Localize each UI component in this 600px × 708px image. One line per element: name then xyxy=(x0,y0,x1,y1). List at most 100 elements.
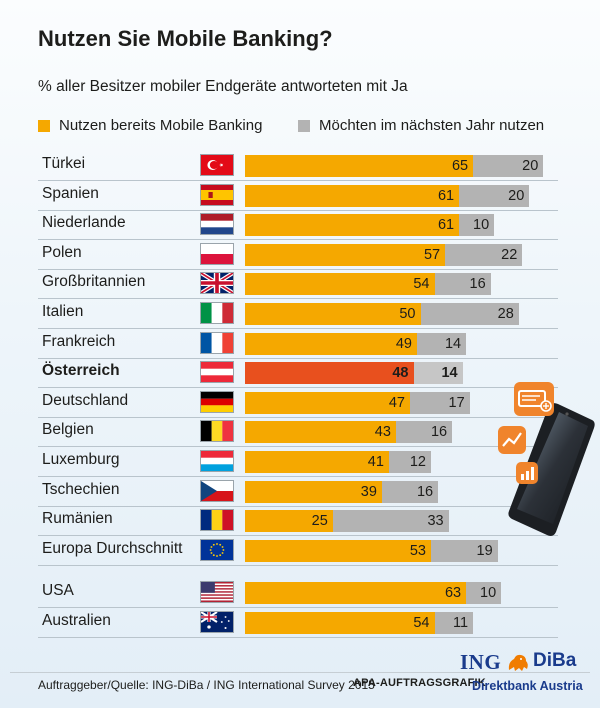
chart-row: Australien 54 11 xyxy=(38,608,558,638)
trend-chart-icon xyxy=(498,426,526,454)
country-label: Tschechien xyxy=(42,480,120,498)
row-divider xyxy=(38,476,558,477)
smartphone-icon xyxy=(508,403,595,536)
flag-netherlands-icon xyxy=(200,213,234,236)
bar-nutzen-bereits: 61 xyxy=(245,214,460,237)
row-divider xyxy=(38,535,558,537)
bar-nutzen-bereits: 63 xyxy=(245,582,467,605)
row-divider xyxy=(38,268,558,270)
country-label: Belgien xyxy=(42,421,94,439)
bar-moechten-naechstes-jahr: 12 xyxy=(388,451,431,473)
smartphone-illustration xyxy=(498,382,595,536)
bar-nutzen-bereits: 54 xyxy=(245,273,435,296)
legend-item-moechten: Möchten im nächsten Jahr nutzen xyxy=(298,117,544,134)
row-divider xyxy=(38,180,558,181)
chart-row: Großbritannien 54 16 xyxy=(38,269,558,300)
bar-nutzen-bereits: 39 xyxy=(245,480,382,503)
bar-nutzen-bereits: 53 xyxy=(245,539,431,562)
chart-row: Niederlande 61 10 xyxy=(38,210,558,241)
legend-label: Nutzen bereits Mobile Banking xyxy=(59,117,263,134)
chart-row: Frankreich 49 14 xyxy=(38,329,558,359)
row-divider xyxy=(38,298,558,300)
bar-moechten-naechstes-jahr: 10 xyxy=(459,214,495,237)
chart-row: Türkei 65 20 xyxy=(38,151,558,181)
row-divider xyxy=(38,637,558,638)
chart-row: Belgien 43 16 xyxy=(38,417,558,448)
flag-eu-icon xyxy=(200,538,234,561)
country-label: Rumänien xyxy=(42,510,113,528)
logo-subtitle: Direktbank Austria xyxy=(472,679,583,693)
bar-moechten-naechstes-jahr: 20 xyxy=(459,184,530,207)
flag-romania-icon xyxy=(200,509,234,532)
chart-row: Österreich 48 14 xyxy=(38,358,558,389)
flag-belgium-icon xyxy=(200,420,234,443)
chart-row: USA 63 10 xyxy=(38,578,558,609)
chart-row: Polen 57 22 xyxy=(38,240,558,270)
country-label: Niederlande xyxy=(42,214,126,232)
flag-austria-icon xyxy=(200,361,234,384)
row-divider xyxy=(38,505,558,507)
chart-row: Europa Durchschnitt 53 19 xyxy=(38,536,558,566)
flag-poland-icon xyxy=(200,242,234,265)
country-label: Europa Durchschnitt xyxy=(42,539,183,557)
bar-chart-icon xyxy=(516,462,538,484)
country-label: Australien xyxy=(42,612,111,629)
logo-diba: DiBa xyxy=(533,650,577,671)
row-divider xyxy=(38,446,558,448)
flag-luxembourg-icon xyxy=(200,450,234,472)
bar-moechten-naechstes-jahr: 16 xyxy=(381,480,439,503)
chart-row: Italien 50 28 xyxy=(38,299,558,329)
logo-ing: ING xyxy=(460,650,502,674)
flag-germany-icon xyxy=(200,390,234,413)
legend-swatch-gray xyxy=(298,119,310,132)
footer-credit: APA-AUFTRAGSGRAFIK xyxy=(353,677,486,689)
country-label: Großbritannien xyxy=(42,273,146,291)
chart-subtitle: % aller Besitzer mobiler Endgeräte antwo… xyxy=(38,78,408,95)
row-divider xyxy=(38,357,558,359)
row-divider xyxy=(38,564,558,566)
bar-moechten-naechstes-jahr: 10 xyxy=(466,582,502,605)
wallet-card-icon xyxy=(514,382,554,416)
bar-nutzen-bereits: 54 xyxy=(245,612,435,634)
flag-australia-icon xyxy=(200,611,234,633)
footer-divider xyxy=(10,672,590,673)
lion-logo-icon xyxy=(508,654,528,671)
bar-nutzen-bereits: 57 xyxy=(245,243,446,266)
bar-moechten-naechstes-jahr: 17 xyxy=(410,391,470,414)
bar-nutzen-bereits: 50 xyxy=(245,303,421,325)
legend: Nutzen bereits Mobile Banking Möchten im… xyxy=(38,117,580,137)
bar-nutzen-bereits: 25 xyxy=(245,510,333,533)
bar-moechten-naechstes-jahr: 22 xyxy=(445,243,523,266)
flag-italy-icon xyxy=(200,302,234,324)
flag-usa-icon xyxy=(200,581,234,604)
legend-item-nutzen: Nutzen bereits Mobile Banking xyxy=(38,117,262,134)
flag-turkey-icon xyxy=(200,154,234,176)
bar-moechten-naechstes-jahr: 11 xyxy=(434,612,474,634)
country-label: Deutschland xyxy=(42,391,129,409)
chart-title: Nutzen Sie Mobile Banking? xyxy=(38,26,333,51)
row-divider xyxy=(38,416,558,418)
bar-moechten-naechstes-jahr: 14 xyxy=(417,332,467,355)
bar-nutzen-bereits: 48 xyxy=(245,362,414,385)
chart-row: Luxemburg 41 12 xyxy=(38,447,558,477)
country-label: Türkei xyxy=(42,155,86,172)
country-label: Frankreich xyxy=(42,332,116,350)
bar-nutzen-bereits: 43 xyxy=(245,421,396,444)
country-label: Italien xyxy=(42,303,84,320)
footer-source: Auftraggeber/Quelle: ING-DiBa / ING Inte… xyxy=(38,678,375,692)
row-divider xyxy=(38,387,558,389)
legend-swatch-orange xyxy=(38,119,50,132)
country-label: Spanien xyxy=(42,184,99,202)
bar-moechten-naechstes-jahr: 19 xyxy=(431,539,498,562)
chart-row: Spanien 61 20 xyxy=(38,181,558,211)
bar-nutzen-bereits: 61 xyxy=(245,184,460,207)
bar-nutzen-bereits: 41 xyxy=(245,451,389,473)
bar-moechten-naechstes-jahr: 33 xyxy=(332,510,449,533)
flag-france-icon xyxy=(200,331,234,354)
bar-moechten-naechstes-jahr: 20 xyxy=(473,155,544,177)
chart-row: Tschechien 39 16 xyxy=(38,477,558,507)
bar-moechten-naechstes-jahr: 28 xyxy=(420,303,519,325)
bar-nutzen-bereits: 47 xyxy=(245,391,410,414)
flag-spain-icon xyxy=(200,183,234,206)
bar-nutzen-bereits: 49 xyxy=(245,332,417,355)
